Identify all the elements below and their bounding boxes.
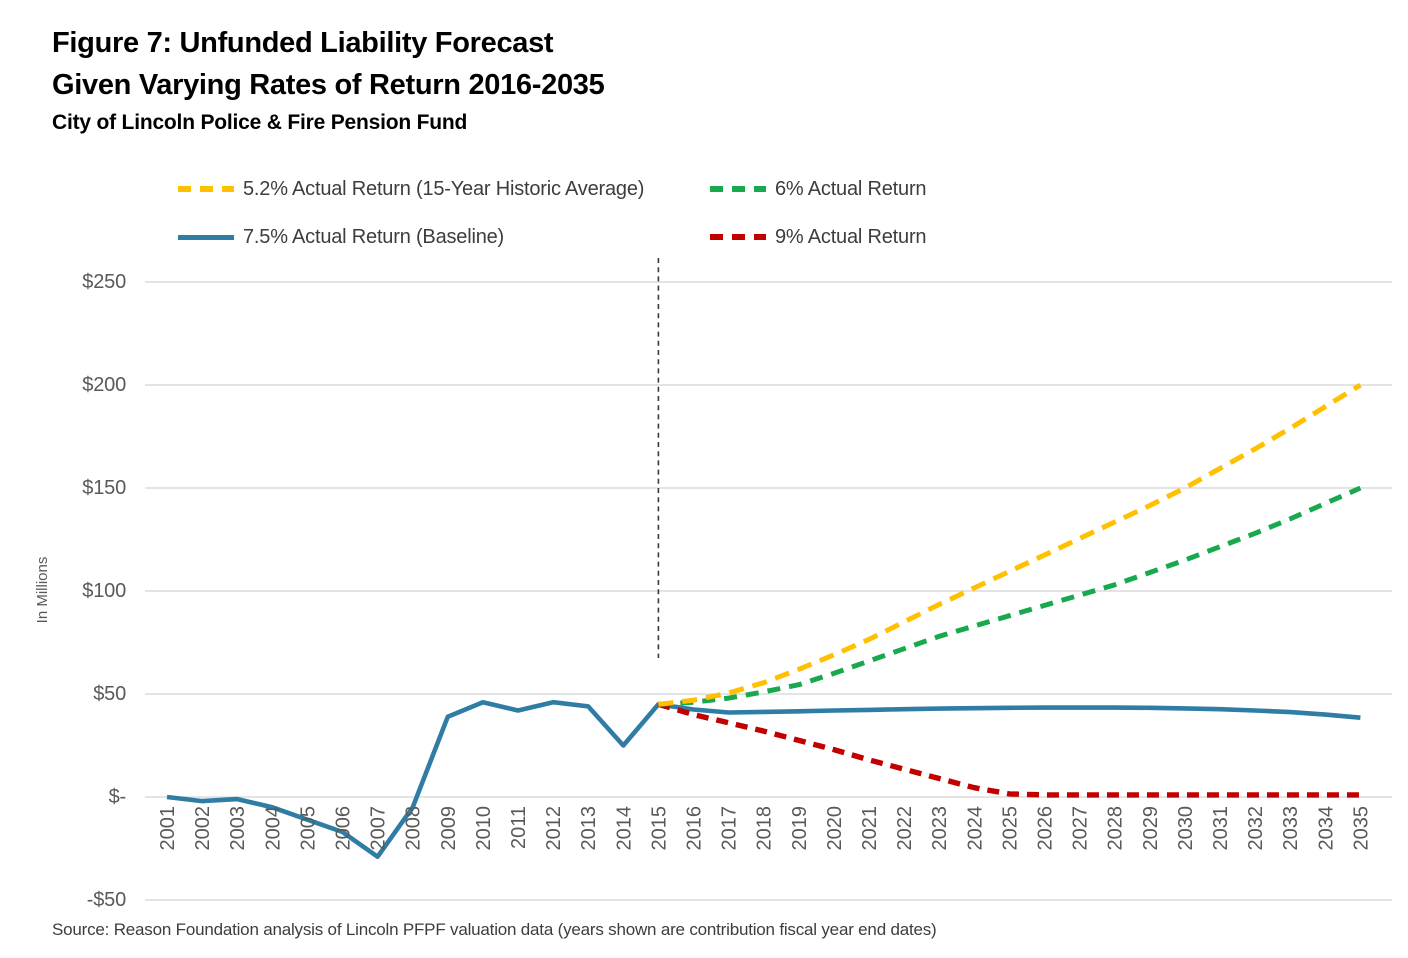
x-axis-tick-label: 2029 xyxy=(1140,806,1162,851)
x-axis-tick-label: 2005 xyxy=(297,806,319,851)
x-axis-tick-label: 2014 xyxy=(613,806,635,851)
x-axis-tick-label: 2016 xyxy=(684,806,706,851)
x-axis-tick-label: 2008 xyxy=(403,806,425,851)
x-axis-tick-label: 2032 xyxy=(1245,806,1267,851)
y-axis-tick-label: $150 xyxy=(82,477,126,499)
x-axis-tick-label: 2026 xyxy=(1035,806,1057,851)
x-axis-tick-label: 2007 xyxy=(368,806,390,851)
x-axis-tick-label: 2024 xyxy=(964,806,986,851)
legend-item-6-percent: 6% Actual Return xyxy=(710,177,927,201)
x-axis-tick-label: 2013 xyxy=(578,806,600,851)
x-axis-tick-label: 2018 xyxy=(754,806,776,851)
legend-swatch-5.2-percent xyxy=(178,186,234,192)
x-axis-tick-label: 2033 xyxy=(1280,806,1302,851)
legend-item-9-percent: 9% Actual Return xyxy=(710,225,927,249)
x-axis-tick-label: 2030 xyxy=(1175,806,1197,851)
legend-label: 6% Actual Return xyxy=(775,177,927,200)
x-axis-tick-label: 2011 xyxy=(508,806,530,849)
x-axis-tick-label: 2003 xyxy=(227,806,249,851)
x-axis-tick-label: 2002 xyxy=(192,806,214,851)
x-axis-tick-label: 2023 xyxy=(929,806,951,851)
x-axis-tick-label: 2021 xyxy=(859,806,881,851)
x-axis-tick-label: 2034 xyxy=(1315,806,1337,851)
x-axis-tick-label: 2025 xyxy=(999,806,1021,851)
legend-item-7.5-percent: 7.5% Actual Return (Baseline) xyxy=(178,225,504,249)
series-line-6-percent xyxy=(658,485,1362,707)
x-axis-tick-label: 2028 xyxy=(1105,806,1127,851)
legend-swatch-6-percent xyxy=(710,186,766,192)
x-axis-tick-label: 2027 xyxy=(1070,806,1092,851)
chart-title-line1: Figure 7: Unfunded Liability Forecast xyxy=(52,27,554,59)
x-axis-tick-label: 2010 xyxy=(473,806,495,851)
legend-swatch-9-percent xyxy=(710,234,766,240)
x-axis-tick-label: 2009 xyxy=(438,806,460,851)
chart-subtitle: City of Lincoln Police & Fire Pension Fu… xyxy=(52,111,468,134)
x-axis-tick-label: 2015 xyxy=(648,806,670,851)
x-axis-tick-label: 2012 xyxy=(543,806,565,851)
chart-header: Figure 7: Unfunded Liability Forecast Gi… xyxy=(52,22,605,138)
y-axis-tick-label: $100 xyxy=(82,580,126,602)
x-axis-tick-label: 2019 xyxy=(789,806,811,851)
legend-swatch-7.5-percent xyxy=(178,234,234,240)
series-line-9-percent xyxy=(657,701,1361,798)
y-axis-tick-label: $250 xyxy=(82,271,126,293)
legend-label: 9% Actual Return xyxy=(775,225,927,248)
x-axis-tick-label: 2006 xyxy=(333,806,355,851)
y-axis-tick-label: $200 xyxy=(82,374,126,396)
x-axis-tick-label: 2035 xyxy=(1350,806,1372,851)
x-axis-tick-label: 2004 xyxy=(262,806,284,851)
y-axis-title: In Millions xyxy=(34,556,51,624)
x-axis-tick-label: 2020 xyxy=(824,806,846,851)
y-axis-tick-label: $- xyxy=(108,786,127,808)
x-axis-tick-label: 2017 xyxy=(719,806,741,851)
series-line-5.2-percent xyxy=(658,382,1362,707)
x-axis-tick-label: 2001 xyxy=(157,806,179,851)
chart-title-line2: Given Varying Rates of Return 2016-2035 xyxy=(52,69,605,101)
legend-label: 5.2% Actual Return (15-Year Historic Ave… xyxy=(243,177,645,200)
legend-label: 7.5% Actual Return (Baseline) xyxy=(243,225,505,248)
series-line-7.5-percent xyxy=(166,699,1361,859)
legend-item-5.2-percent: 5.2% Actual Return (15-Year Historic Ave… xyxy=(178,177,644,201)
y-axis-tick-label: -$50 xyxy=(86,889,126,911)
x-axis-tick-label: 2031 xyxy=(1210,806,1232,851)
y-axis-tick-label: $50 xyxy=(93,683,126,705)
source-note: Source: Reason Foundation analysis of Li… xyxy=(52,920,937,939)
x-axis-tick-label: 2022 xyxy=(894,806,916,851)
